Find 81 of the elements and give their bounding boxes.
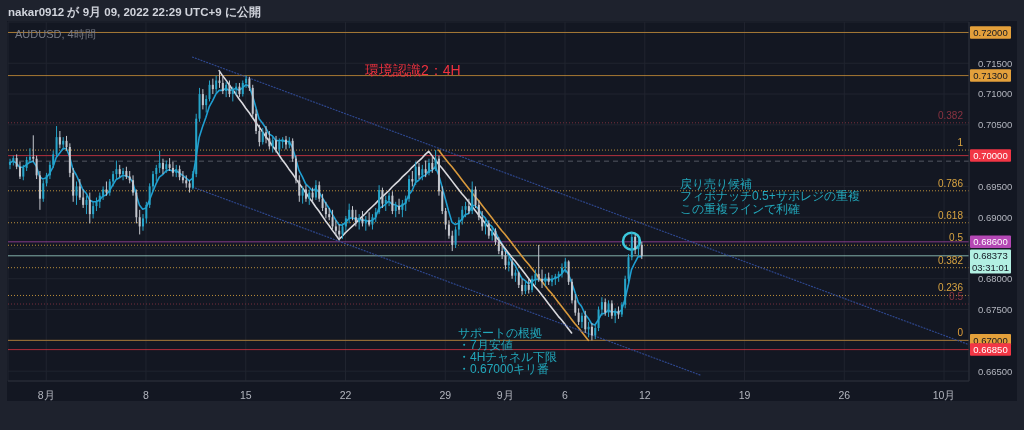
ref-line-label: 0.71300 [973,70,1008,82]
ref-line-label: 0.70000 [973,150,1008,162]
candlestick [378,184,381,215]
x-tick-label: 29 [439,389,452,402]
ref-line-label: 0.67000 [973,334,1008,346]
annotation: フィボナッチ0.5+サポレジの重複 [680,189,860,203]
x-tick-label: 19 [738,389,751,402]
x-tick-label: 8月 [37,389,55,402]
y-tick-label: 0.67500 [978,303,1013,315]
candlestick [471,180,474,215]
candlestick [82,188,85,209]
candlestick [102,185,105,201]
candlestick [408,174,411,203]
x-tick-label: 26 [838,389,851,402]
candlestick [161,158,164,175]
candlestick [85,195,88,215]
y-tick-label: 0.66500 [978,365,1013,377]
ref-line-label: 0.68600 [973,236,1008,248]
candlestick [28,147,31,164]
candlestick [368,211,371,227]
y-tick-label: 0.68000 [978,273,1013,285]
x-tick-label: 10月 [932,389,956,402]
annotation: 0.5 [949,232,964,244]
candlestick [138,209,141,235]
candlestick [181,170,184,184]
candlestick [414,161,417,186]
annotation: 0.786 [937,177,964,189]
text: 環境認識2：4H [365,62,461,78]
ref-line-label: 0.68373 03:31:01 [972,250,1009,273]
candlestick [398,198,401,215]
annotation: 0.236 [937,282,964,294]
y-tick-label: 0.71000 [978,88,1013,100]
x-tick-label: 9月 [496,389,514,402]
x-tick-label: 6 [562,389,569,402]
x-tick-label: 8 [143,389,150,402]
annotation: 0 [957,327,964,339]
candlestick [171,161,174,178]
candlestick [158,150,161,174]
candlestick [334,219,337,237]
candlestick [32,134,35,163]
y-tick-label: 0.71500 [978,57,1013,69]
annotation: 1 [957,137,964,149]
ref-line-label: 0.72000 [973,26,1008,38]
candlestick [630,231,633,261]
annotation: 0.382 [937,254,964,266]
candlestick [391,190,394,215]
candlestick [511,258,514,280]
ref-line-label: 0.66850 [973,344,1008,356]
candlestick [381,187,384,209]
candlestick [88,192,91,224]
candlestick [208,80,211,102]
annotation: 0.382 [937,109,964,121]
x-tick-label: 12 [638,389,651,402]
annotation: 0.618 [937,209,964,221]
candlestick [318,180,321,203]
candlestick [584,310,587,334]
candlestick [265,125,268,144]
candlestick [75,180,78,206]
candlestick [58,130,61,149]
candlestick [467,198,470,215]
candlestick [42,179,45,203]
y-tick-label: 0.69000 [978,211,1013,223]
candlestick [285,135,287,150]
annotation: この重複ラインで利確 [680,201,800,216]
candlestick [55,125,58,158]
annotation: 戻り売り候補 [680,176,752,191]
text: nakar0912 が 9月 09, 2022 22:29 UTC+9 に公開 [8,6,261,19]
x-tick-label: 22 [339,389,352,402]
x-tick-label: 15 [239,389,252,402]
candlestick [434,149,437,172]
candlestick [324,201,327,219]
candlestick [78,178,81,201]
annotation: 0.5 [949,291,964,303]
y-tick-label: 0.70500 [978,119,1013,131]
candlestick [201,88,204,110]
candlestick [18,161,21,180]
annotation: サポートの根拠 [458,325,542,340]
y-tick-label: 0.69500 [978,180,1013,192]
candlestick [560,262,563,279]
candlestick [92,201,95,219]
candlestick [268,130,271,150]
